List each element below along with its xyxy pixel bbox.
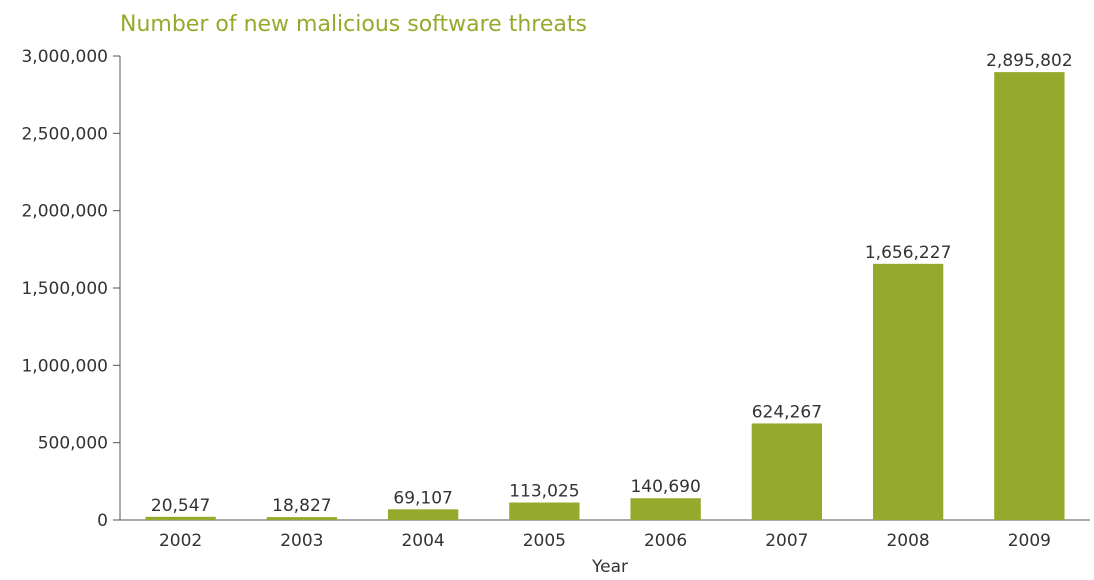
x-tick-label: 2002 (159, 531, 202, 551)
bar-2004 (387, 509, 459, 520)
x-tick-label: 2007 (765, 531, 808, 551)
x-tick-label: 2005 (523, 531, 566, 551)
y-tick-label: 1,500,000 (21, 279, 108, 299)
data-label: 18,827 (272, 496, 331, 516)
bars (145, 72, 1065, 520)
x-tick-label: 2003 (280, 531, 323, 551)
y-tick-label: 1,000,000 (21, 356, 108, 376)
y-axis: 0 500,000 1,000,000 1,500,000 2,000,000 2,500… (21, 47, 121, 531)
x-tick-label: 2008 (886, 531, 929, 551)
data-label: 20,547 (151, 496, 210, 516)
data-label: 624,267 (752, 402, 822, 422)
x-tick-label: 2009 (1008, 531, 1051, 551)
data-labels: 20,547 18,827 69,107 113,025 140,690 624,267 1… (151, 51, 1073, 516)
bar-2008 (872, 263, 944, 520)
bar-2009 (994, 72, 1065, 520)
bar-2003 (266, 517, 338, 520)
data-label: 113,025 (509, 482, 579, 502)
x-tick-label: 2004 (401, 531, 444, 551)
bar-2006 (630, 498, 701, 520)
y-tick-label: 2,500,000 (21, 124, 108, 144)
data-label: 2,895,802 (986, 51, 1073, 71)
y-tick-label: 2,000,000 (21, 202, 108, 222)
data-label: 1,656,227 (865, 243, 952, 263)
data-label: 140,690 (630, 477, 700, 497)
x-tick-label: 2006 (644, 531, 687, 551)
data-label: 69,107 (393, 488, 452, 508)
bar-2005 (509, 502, 580, 520)
y-tick-label: 3,000,000 (21, 47, 108, 67)
y-tick-label: 0 (97, 511, 108, 531)
chart-title: Number of new malicious software threats (120, 12, 587, 37)
bar-2007 (751, 423, 823, 520)
x-axis-title: Year (591, 557, 628, 577)
bar-2002 (145, 516, 216, 520)
x-axis: 2002 2003 2004 2005 2006 2007 2008 2009 (120, 519, 1090, 551)
y-tick-label: 500,000 (38, 434, 108, 454)
